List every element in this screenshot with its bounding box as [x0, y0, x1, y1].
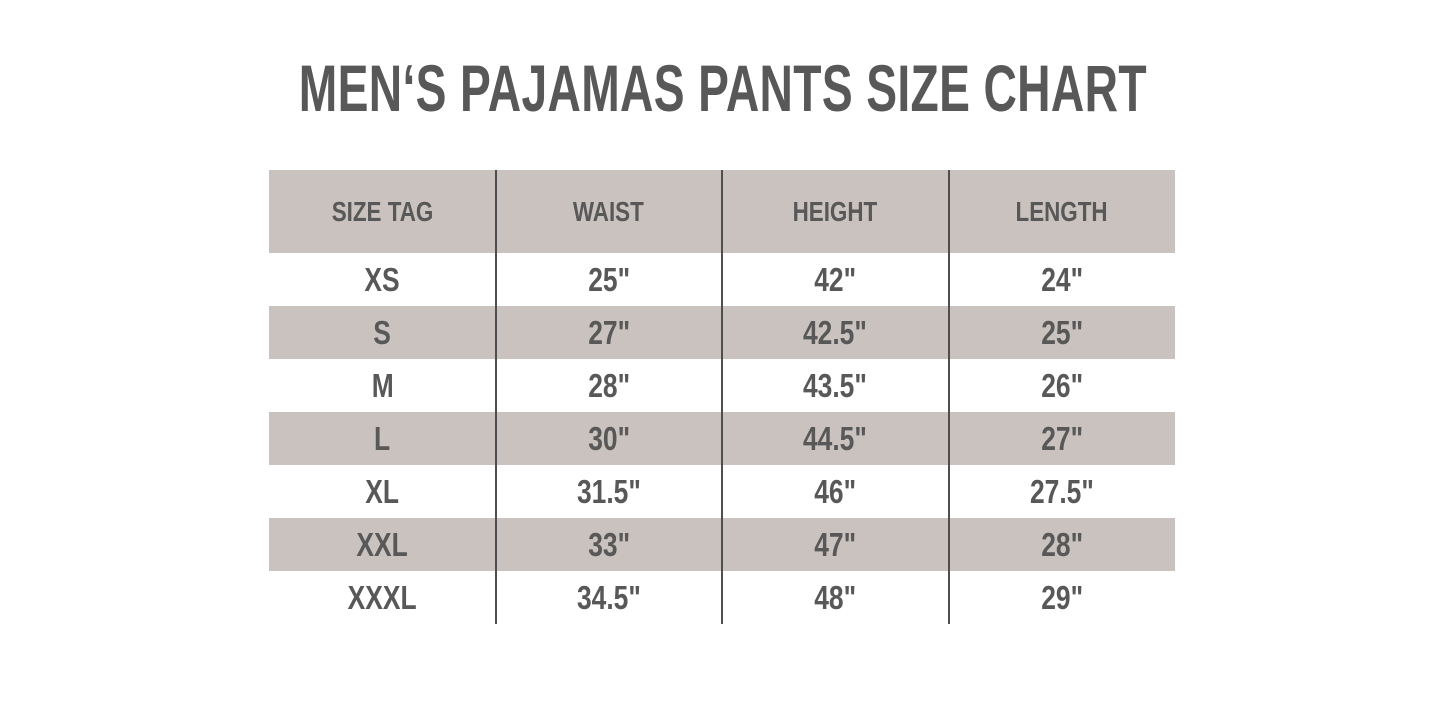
- length-value: 25": [1040, 313, 1083, 351]
- height-cell: 48": [722, 571, 949, 624]
- header-length-label: LENGTH: [1015, 195, 1108, 227]
- waist-cell: 28": [496, 359, 723, 412]
- length-value: 27.5": [1029, 472, 1094, 510]
- size-tag-cell: XL: [269, 465, 496, 518]
- length-cell: 26": [949, 359, 1176, 412]
- height-value: 47": [814, 525, 857, 563]
- table-row: XL 31.5" 46" 27.5": [269, 465, 1175, 518]
- height-cell: 44.5": [722, 412, 949, 465]
- waist-value: 25": [587, 260, 630, 298]
- waist-cell: 30": [496, 412, 723, 465]
- column-divider: [494, 170, 497, 624]
- height-value: 43.5": [803, 366, 868, 404]
- header-height: HEIGHT: [722, 170, 949, 253]
- table-row: XS 25" 42" 24": [269, 253, 1175, 306]
- height-value: 42": [814, 260, 857, 298]
- size-tag-value: XXXL: [347, 578, 417, 616]
- length-cell: 27.5": [949, 465, 1176, 518]
- height-value: 42.5": [803, 313, 868, 351]
- size-tag-value: XL: [365, 472, 400, 510]
- height-value: 44.5": [803, 419, 868, 457]
- length-value: 28": [1040, 525, 1083, 563]
- header-height-label: HEIGHT: [792, 195, 878, 227]
- size-tag-cell: XS: [269, 253, 496, 306]
- size-tag-value: S: [373, 313, 392, 351]
- waist-value: 27": [587, 313, 630, 351]
- column-divider: [947, 170, 950, 624]
- page-title: MEN‘S PAJAMAS PANTS SIZE CHART: [0, 51, 1445, 125]
- waist-cell: 27": [496, 306, 723, 359]
- waist-cell: 25": [496, 253, 723, 306]
- size-tag-cell: S: [269, 306, 496, 359]
- table-row: M 28" 43.5" 26": [269, 359, 1175, 412]
- table-row: XXXL 34.5" 48" 29": [269, 571, 1175, 624]
- page-title-text: MEN‘S PAJAMAS PANTS SIZE CHART: [298, 51, 1147, 125]
- waist-value: 28": [587, 366, 630, 404]
- header-waist: WAIST: [496, 170, 723, 253]
- size-tag-cell: M: [269, 359, 496, 412]
- height-value: 48": [814, 578, 857, 616]
- waist-cell: 31.5": [496, 465, 723, 518]
- size-tag-value: L: [374, 419, 391, 457]
- size-tag-cell: XXL: [269, 518, 496, 571]
- length-cell: 27": [949, 412, 1176, 465]
- header-waist-label: WAIST: [573, 195, 645, 227]
- waist-value: 34.5": [576, 578, 641, 616]
- length-value: 29": [1040, 578, 1083, 616]
- length-cell: 25": [949, 306, 1176, 359]
- waist-cell: 33": [496, 518, 723, 571]
- length-value: 26": [1040, 366, 1083, 404]
- header-size-tag-label: SIZE TAG: [331, 195, 434, 227]
- size-tag-value: XXL: [356, 525, 408, 563]
- height-cell: 47": [722, 518, 949, 571]
- length-cell: 28": [949, 518, 1176, 571]
- height-cell: 42.5": [722, 306, 949, 359]
- length-cell: 24": [949, 253, 1176, 306]
- height-cell: 43.5": [722, 359, 949, 412]
- height-cell: 46": [722, 465, 949, 518]
- waist-value: 33": [587, 525, 630, 563]
- header-size-tag: SIZE TAG: [269, 170, 496, 253]
- column-divider: [721, 170, 723, 624]
- length-value: 24": [1040, 260, 1083, 298]
- size-tag-value: M: [371, 366, 394, 404]
- length-cell: 29": [949, 571, 1176, 624]
- waist-cell: 34.5": [496, 571, 723, 624]
- height-value: 46": [814, 472, 857, 510]
- waist-value: 31.5": [576, 472, 641, 510]
- size-chart-table: SIZE TAG WAIST HEIGHT LENGTH XS 25" 42" …: [269, 170, 1175, 624]
- length-value: 27": [1040, 419, 1083, 457]
- header-length: LENGTH: [949, 170, 1176, 253]
- size-tag-value: XS: [364, 260, 400, 298]
- waist-value: 30": [587, 419, 630, 457]
- size-tag-cell: L: [269, 412, 496, 465]
- size-tag-cell: XXXL: [269, 571, 496, 624]
- height-cell: 42": [722, 253, 949, 306]
